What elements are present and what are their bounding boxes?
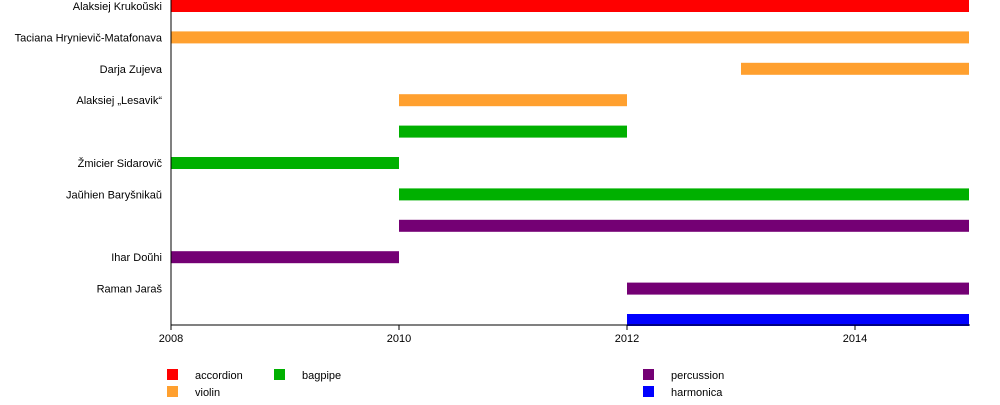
bar-violin [171, 31, 969, 44]
row-label: Raman Jaraš [97, 284, 163, 296]
x-tick-label: 2012 [615, 333, 639, 345]
bar-bagpipe [171, 157, 399, 169]
row-label: Alaksiej Krukoŭski [73, 1, 162, 13]
legend-label: percussion [671, 370, 724, 382]
legend-label: accordion [195, 370, 243, 382]
row-label: Taciana Hrynievič-Matafonava [15, 32, 163, 44]
legend-swatch-percussion [643, 369, 654, 380]
legend-swatch-violin [167, 386, 178, 397]
x-tick-label: 2010 [387, 333, 411, 345]
bar-violin [399, 94, 627, 107]
x-tick-label: 2008 [159, 333, 183, 345]
bar-percussion [171, 251, 399, 264]
row-label: Ihar Doŭhi [111, 252, 162, 264]
legend-label: bagpipe [302, 370, 341, 382]
legend-label: violin [195, 387, 220, 399]
bar-bagpipe [399, 188, 969, 201]
row-label: Darja Zujeva [100, 64, 163, 76]
legend-swatch-harmonica [643, 386, 654, 397]
bar-accordion [171, 0, 969, 12]
bar-percussion [627, 282, 969, 295]
bar-bagpipe [399, 125, 627, 138]
row-label: Jaŭhien Baryšnikaŭ [66, 189, 162, 201]
bar-percussion [399, 219, 969, 232]
row-label: Žmicier Sidarovič [78, 157, 163, 170]
legend-swatch-bagpipe [274, 369, 285, 380]
row-label: Alaksiej „Lesavik“ [76, 95, 162, 107]
bar-harmonica [627, 314, 969, 326]
legend-label: harmonica [671, 387, 723, 399]
legend-swatch-accordion [167, 369, 178, 380]
x-tick-label: 2014 [843, 333, 867, 345]
bar-violin [741, 62, 969, 75]
